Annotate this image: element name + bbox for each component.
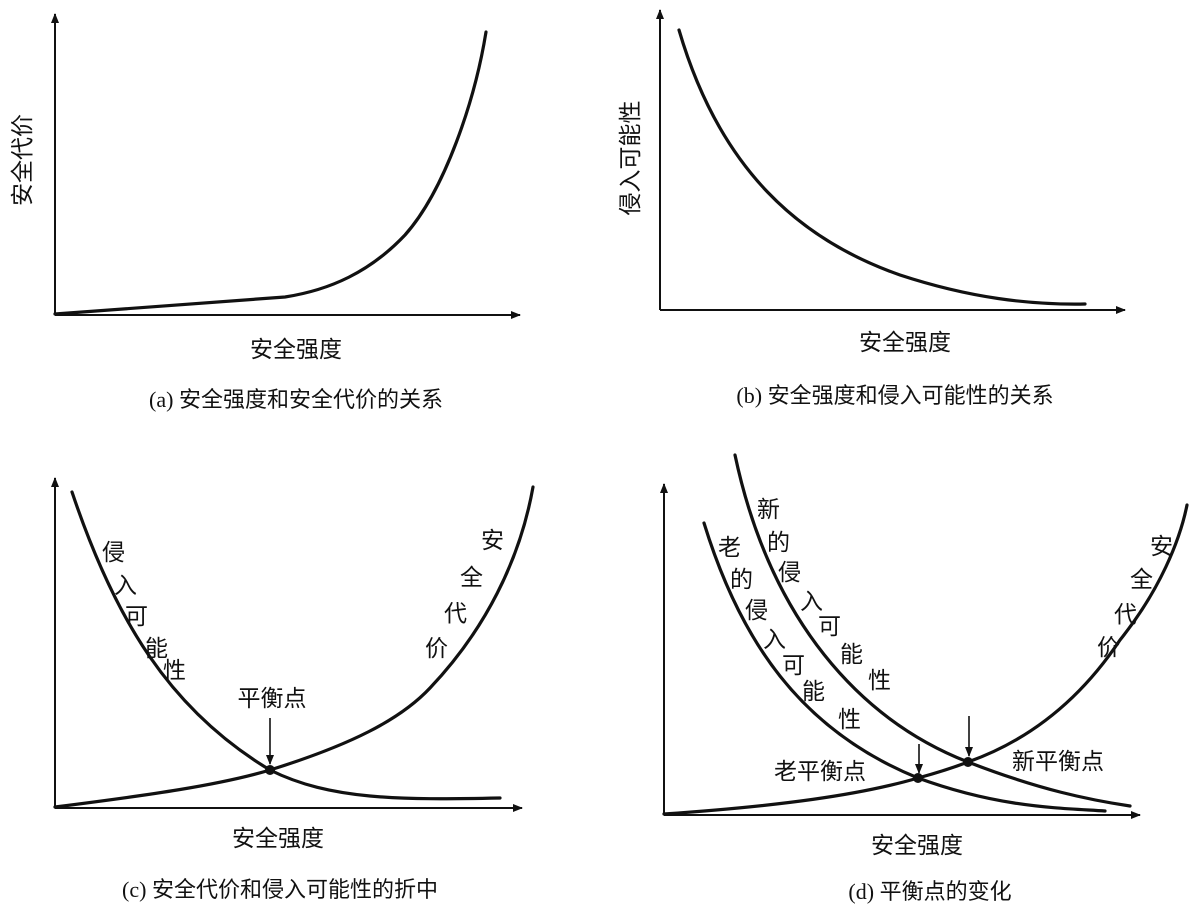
panel-c-cost-char: 价 (425, 636, 448, 662)
panel-b-caption: (b) 安全强度和侵入可能性的关系 (736, 383, 1053, 408)
panel-a-xlabel: 安全强度 (250, 337, 342, 363)
panel-c-intrusion-char: 侵 (102, 540, 125, 566)
panel-c-cost-char: 安 (481, 528, 504, 554)
panel-d: 老平衡点 新平衡点 老 的 侵 入 可 能 性 新 的 侵 入 可 能 性 安 … (660, 453, 1189, 904)
panel-c-xlabel: 安全强度 (232, 826, 324, 852)
panel-c-cost-char: 全 (460, 565, 483, 591)
panel-d-old-balance-label: 老平衡点 (774, 759, 866, 785)
panel-d-new-intrusion-label: 新 的 侵 入 可 能 性 (757, 497, 891, 694)
panel-d-old-char: 性 (838, 707, 861, 733)
panel-b: 侵入可能性 安全强度 (b) 安全强度和侵入可能性的关系 (618, 9, 1126, 408)
panel-b-intrusion-curve (677, 28, 1087, 306)
panel-d-new-char: 的 (767, 530, 790, 556)
panel-d-new-balance-label: 新平衡点 (1012, 749, 1104, 775)
panel-a-ylabel: 安全代价 (10, 114, 36, 206)
panel-d-old-char: 侵 (745, 598, 768, 624)
panel-d-new-balance-point (963, 757, 973, 767)
panel-c-cost-char: 代 (444, 601, 467, 627)
panel-d-new-char: 能 (840, 642, 863, 668)
panel-c-intrusion-curve (70, 490, 502, 801)
panel-c-balance-label: 平衡点 (238, 686, 307, 712)
panel-d-new-char: 侵 (778, 560, 801, 586)
panel-d-old-balance-point (913, 773, 923, 783)
panel-c-caption: (c) 安全代价和侵入可能性的折中 (122, 877, 438, 902)
panel-a-caption: (a) 安全强度和安全代价的关系 (149, 387, 443, 412)
panel-b-ylabel: 侵入可能性 (618, 101, 644, 216)
panel-c: 平衡点 侵 入 可 能 性 安 全 代 价 安全强度 (c) 安全代价和侵入可能… (51, 477, 535, 902)
panel-d-old-char: 的 (730, 567, 753, 593)
panel-d-cost-char: 价 (1097, 635, 1120, 661)
panel-c-intrusion-label: 侵 入 可 能 性 (102, 540, 186, 684)
panel-d-cost-label: 安 全 代 价 (1097, 534, 1173, 661)
panel-c-cost-label: 安 全 代 价 (425, 528, 504, 662)
panel-c-cost-curve (53, 485, 535, 809)
panel-d-old-char: 能 (802, 679, 825, 705)
panel-a-cost-curve (53, 30, 488, 316)
panel-d-caption: (d) 平衡点的变化 (848, 879, 1011, 904)
panel-d-cost-curve (662, 503, 1189, 816)
panel-a: 安全代价 安全强度 (a) 安全强度和安全代价的关系 (10, 13, 521, 412)
panel-d-new-char: 性 (868, 668, 891, 694)
panel-d-old-char: 可 (782, 653, 805, 679)
panel-b-xlabel: 安全强度 (859, 330, 951, 356)
panel-d-old-intrusion-label: 老 的 侵 入 可 能 性 (718, 535, 861, 733)
panel-d-new-char: 可 (818, 614, 841, 640)
panel-d-cost-char: 代 (1114, 602, 1137, 628)
panel-d-cost-char: 全 (1130, 567, 1153, 593)
panel-d-new-char: 新 (757, 497, 780, 523)
panel-d-old-char: 老 (718, 535, 741, 561)
panel-d-cost-char: 安 (1150, 534, 1173, 560)
panel-c-intrusion-char: 能 (145, 636, 168, 662)
panel-c-intrusion-char: 入 (114, 573, 137, 599)
panel-c-balance-point (265, 765, 275, 775)
panel-d-xlabel: 安全强度 (871, 833, 963, 859)
panel-d-old-intrusion-curve (702, 521, 1107, 813)
panel-d-old-char: 入 (763, 627, 786, 653)
panel-d-new-intrusion-curve (733, 453, 1132, 808)
panel-c-intrusion-char: 性 (163, 658, 186, 684)
panel-d-new-char: 入 (800, 589, 823, 615)
panel-c-intrusion-char: 可 (125, 604, 148, 630)
